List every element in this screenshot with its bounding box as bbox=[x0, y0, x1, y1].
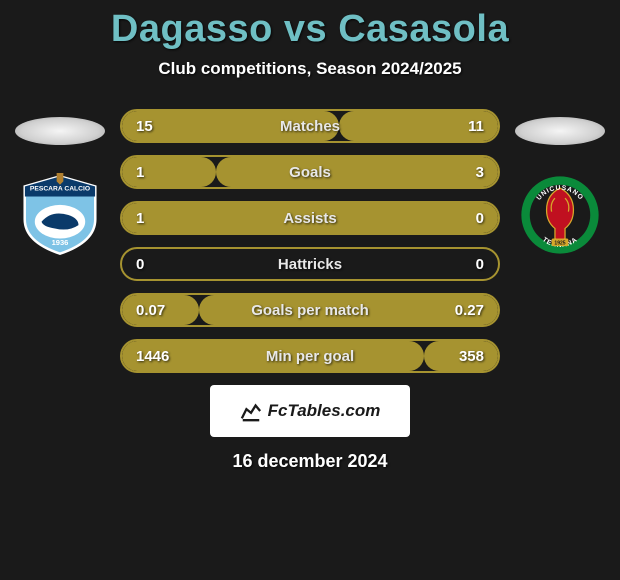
stat-row: 0.07Goals per match0.27 bbox=[120, 293, 500, 327]
stat-value-right: 11 bbox=[468, 118, 498, 135]
right-club-crest: UNICUSANO TERNANA 1925 bbox=[518, 173, 602, 257]
stat-value-right: 358 bbox=[459, 348, 498, 365]
stat-value-right: 0.27 bbox=[455, 302, 498, 319]
main-layout: PESCARA CALCIO 1936 15Matches11 1Goals3 1A… bbox=[0, 109, 620, 373]
stat-value-right: 3 bbox=[476, 164, 498, 181]
stat-label: Goals bbox=[122, 164, 498, 181]
stat-row: 1Assists0 bbox=[120, 201, 500, 235]
stat-row: 1Goals3 bbox=[120, 155, 500, 189]
date-label: 16 december 2024 bbox=[0, 451, 620, 472]
stat-label: Min per goal bbox=[122, 348, 498, 365]
stat-row: 0Hattricks0 bbox=[120, 247, 500, 281]
right-club-column: UNICUSANO TERNANA 1925 bbox=[510, 109, 610, 257]
puck-icon bbox=[15, 117, 105, 145]
svg-text:PESCARA CALCIO: PESCARA CALCIO bbox=[30, 186, 90, 193]
stat-row: 15Matches11 bbox=[120, 109, 500, 143]
stat-value-right: 0 bbox=[476, 256, 498, 273]
stat-label: Hattricks bbox=[122, 256, 498, 273]
page-title: Dagasso vs Casasola bbox=[0, 8, 620, 51]
stat-row: 1446Min per goal358 bbox=[120, 339, 500, 373]
fctables-badge[interactable]: FcTables.com bbox=[210, 385, 410, 437]
left-club-column: PESCARA CALCIO 1936 bbox=[10, 109, 110, 257]
stats-list: 15Matches111Goals31Assists00Hattricks00.… bbox=[120, 109, 500, 373]
comparison-widget: Dagasso vs Casasola Club competitions, S… bbox=[0, 0, 620, 472]
chart-icon bbox=[240, 400, 262, 422]
svg-text:1936: 1936 bbox=[52, 238, 69, 247]
pescara-crest-icon: PESCARA CALCIO 1936 bbox=[18, 173, 102, 257]
svg-text:1925: 1925 bbox=[554, 240, 565, 246]
stat-label: Assists bbox=[122, 210, 498, 227]
subtitle: Club competitions, Season 2024/2025 bbox=[0, 59, 620, 79]
puck-icon bbox=[515, 117, 605, 145]
left-club-crest: PESCARA CALCIO 1936 bbox=[18, 173, 102, 257]
stat-label: Matches bbox=[122, 118, 498, 135]
stat-value-right: 0 bbox=[476, 210, 498, 227]
fctables-label: FcTables.com bbox=[268, 401, 381, 421]
stat-label: Goals per match bbox=[122, 302, 498, 319]
ternana-crest-icon: UNICUSANO TERNANA 1925 bbox=[518, 173, 602, 257]
